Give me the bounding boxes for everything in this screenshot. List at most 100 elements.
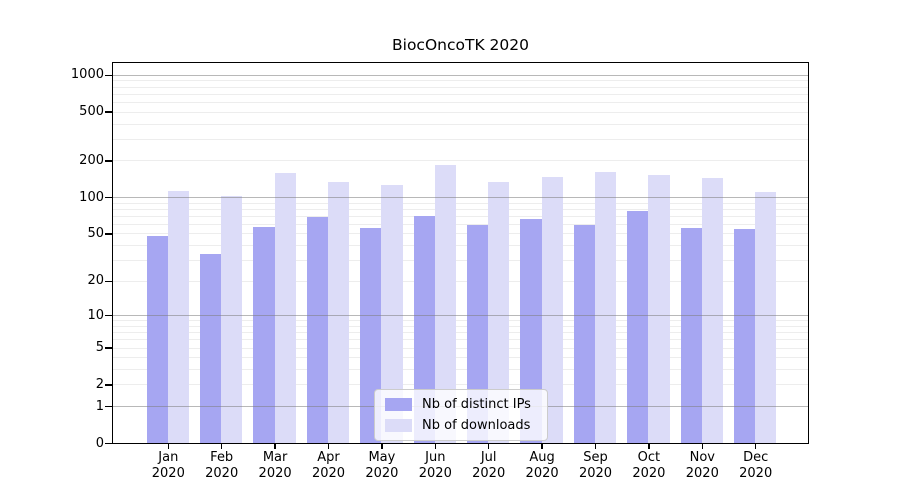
x-tick-label-feb: Feb 2020 [187,450,257,482]
x-tick-label-dec: Dec 2020 [721,450,791,482]
y-tick-mark-200 [105,160,112,162]
y-tick-label-50: 50 [87,225,104,241]
bar-downloads-sep [595,172,617,443]
x-tick-mark-feb [220,443,223,449]
legend-label-distinct-ips: Nb of distinct IPs [422,397,531,412]
bar-distinct-ips-dec [733,229,756,443]
bar-distinct-ips-apr [306,216,328,443]
gridline-minor-900 [113,80,808,82]
x-tick-label-nov: Nov 2020 [667,450,737,482]
x-tick-month-jun: Jun [425,450,446,465]
x-tick-mark-oct [648,443,650,449]
x-tick-mark-aug [541,443,543,449]
legend-swatch-downloads [385,419,412,432]
x-tick-mark-apr [327,443,330,449]
legend-item-downloads: Nb of downloads [385,418,535,433]
bar-downloads-feb [221,196,243,443]
bar-downloads-jul [488,182,510,443]
gridline-minor-700 [113,93,808,95]
x-tick-label-jan: Jan 2020 [133,450,203,482]
x-tick-year-oct: 2020 [632,466,666,481]
x-tick-month-may: May [368,450,396,465]
bar-downloads-dec [755,192,777,443]
gridline-minor-800 [113,86,808,88]
x-tick-month-jul: Jul [480,450,497,465]
x-tick-month-dec: Dec [743,450,769,465]
x-tick-month-feb: Feb [210,450,234,465]
x-tick-year-aug: 2020 [525,466,559,481]
gridline-minor-200 [113,160,808,162]
bar-downloads-nov [701,178,724,443]
bar-distinct-ips-jun [413,215,435,443]
x-tick-mark-jan [167,443,170,449]
legend-label-downloads: Nb of downloads [422,418,531,433]
x-tick-year-sep: 2020 [578,466,613,481]
x-tick-month-aug: Aug [529,450,555,465]
x-tick-month-oct: Oct [637,450,661,465]
bar-downloads-jan [167,191,190,443]
y-tick-mark-20 [105,280,112,282]
y-tick-mark-5 [105,347,112,349]
bar-distinct-ips-sep [573,224,595,443]
x-tick-month-nov: Nov [689,450,715,465]
y-tick-label-1000: 1000 [70,67,104,83]
chart-title: BiocOncoTK 2020 [392,36,529,54]
x-tick-label-jul: Jul 2020 [454,450,524,482]
x-tick-mark-dec [754,443,757,449]
x-tick-month-mar: Mar [262,450,288,465]
x-tick-mark-may [381,443,383,449]
bar-downloads-mar [274,172,296,443]
y-tick-mark-100 [105,196,112,199]
x-tick-year-dec: 2020 [739,466,773,481]
y-tick-mark-1000 [105,74,112,77]
x-tick-year-jan: 2020 [151,466,185,481]
y-tick-mark-500 [105,111,112,113]
gridline-major-1000 [113,74,808,76]
bar-downloads-aug [541,177,563,443]
x-tick-month-apr: Apr [317,450,340,465]
bar-downloads-may [381,185,403,443]
y-tick-label-5: 5 [95,340,104,356]
y-tick-mark-2 [105,384,112,386]
x-tick-mark-mar [274,443,276,449]
y-tick-mark-10 [105,314,112,317]
y-tick-label-500: 500 [79,104,104,120]
bar-distinct-ips-mar [253,226,275,443]
plot-area [112,62,809,444]
x-tick-label-apr: Apr 2020 [294,450,364,482]
bar-distinct-ips-jul [466,224,489,443]
x-tick-year-nov: 2020 [685,466,719,481]
x-tick-year-apr: 2020 [311,466,346,481]
bar-distinct-ips-nov [680,227,702,443]
bar-downloads-oct [648,174,670,443]
gridline-minor-500 [113,111,808,113]
x-tick-year-mar: 2020 [258,466,292,481]
y-tick-mark-0 [105,442,112,445]
y-tick-label-0: 0 [95,435,104,451]
x-tick-label-may: May 2020 [347,450,417,482]
gridline-minor-400 [113,123,808,125]
x-tick-label-sep: Sep 2020 [561,450,631,482]
x-tick-year-jun: 2020 [418,466,452,481]
y-tick-label-20: 20 [87,273,104,289]
legend-item-distinct-ips: Nb of distinct IPs [385,397,535,412]
bar-distinct-ips-jan [146,235,168,443]
y-tick-label-2: 2 [95,376,104,392]
x-tick-mark-sep [594,443,597,449]
y-tick-mark-50 [105,233,112,235]
x-tick-month-jan: Jan [158,450,179,465]
x-tick-label-jun: Jun 2020 [400,450,470,482]
gridline-minor-300 [113,138,808,140]
gridline-minor-600 [113,102,808,104]
bar-distinct-ips-aug [520,218,542,443]
y-tick-mark-1 [105,405,112,408]
x-tick-label-mar: Mar 2020 [240,450,310,482]
x-tick-label-aug: Aug 2020 [507,450,577,482]
x-tick-year-jul: 2020 [472,466,506,481]
x-tick-mark-jul [487,443,490,449]
x-tick-label-oct: Oct 2020 [614,450,684,482]
x-tick-month-sep: Sep [583,450,608,465]
y-tick-label-1: 1 [95,398,104,414]
y-tick-label-200: 200 [79,152,104,168]
